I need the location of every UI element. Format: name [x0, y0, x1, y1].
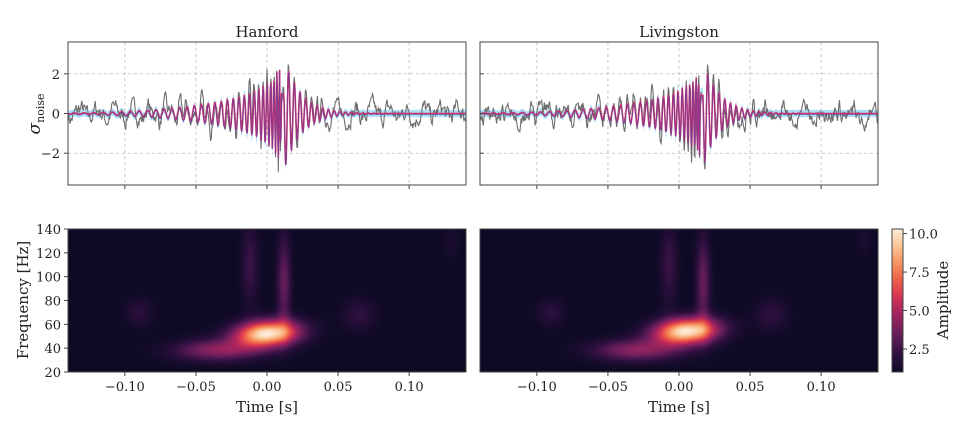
- strain-ylabel-subscript: noise: [34, 94, 47, 123]
- frequency-axis-label: Frequency [Hz]: [14, 241, 32, 360]
- ytick-label: 20: [44, 366, 61, 381]
- colorbar-tick-label: 7.5: [909, 266, 930, 281]
- xtick-label: 0.10: [807, 380, 836, 395]
- strain-ylabel-symbol: σ: [25, 123, 45, 135]
- whitened-data-series: [68, 64, 466, 172]
- xtick-label: −0.10: [517, 380, 557, 395]
- livingston-spectrogram-xticks: −0.10 −0.05 0.00 0.05 0.10: [517, 372, 836, 395]
- livingston-spectrogram-panel: −0.10 −0.05 0.00 0.05 0.10: [479, 228, 879, 395]
- livingston-model-fit-line: [480, 73, 878, 163]
- colorbar-gradient: [891, 228, 904, 373]
- livingston-strain-xticks: [536, 185, 822, 189]
- colorbar-tick-label: 5.0: [909, 304, 930, 319]
- xtick-label: 0.05: [736, 380, 765, 395]
- livingston-spectrogram-image: [480, 229, 878, 372]
- hanford-strain-xticks: [124, 185, 410, 189]
- livingston-time-axis-label: Time [s]: [648, 398, 710, 416]
- xtick-label: −0.05: [176, 380, 216, 395]
- model-fit-series: [68, 69, 466, 165]
- ytick-label: −2: [41, 147, 60, 162]
- xtick-label: −0.10: [105, 380, 145, 395]
- model-fit-secondary-series: [480, 74, 878, 163]
- xtick-label: 0.00: [665, 380, 694, 395]
- ytick-label: 60: [44, 318, 61, 333]
- xtick-label: 0.00: [253, 380, 282, 395]
- hanford-time-axis-label: Time [s]: [236, 398, 298, 416]
- xtick-label: 0.05: [324, 380, 353, 395]
- amplitude-colorbar: 2.5 5.0 7.5 10.0: [891, 228, 938, 373]
- hanford-title: Hanford: [235, 23, 298, 41]
- strain-ylabel: σnoise: [25, 94, 47, 135]
- hanford-spectrogram-panel: 20 40 60 80 100 120 140 −0.10 −0.05 0.00 0.05 0.10: [36, 223, 467, 395]
- hanford-strain-panel: 2 0 −2: [41, 41, 467, 189]
- ytick-label: 140: [36, 223, 61, 238]
- ytick-label: 100: [36, 271, 61, 286]
- model-fit-secondary-series: [68, 70, 466, 166]
- colorbar-label: Amplitude: [934, 261, 952, 341]
- hanford-whitened-data-line: [68, 64, 466, 172]
- ytick-label: 80: [44, 295, 61, 310]
- ytick-label: 0: [52, 108, 60, 123]
- livingston-title: Livingston: [639, 23, 719, 41]
- colorbar-ticks: 2.5 5.0 7.5 10.0: [903, 228, 938, 358]
- hanford-spectrogram-xticks: −0.10 −0.05 0.00 0.05 0.10: [105, 372, 424, 395]
- livingston-strain-yticks: [480, 73, 484, 154]
- xtick-label: −0.05: [588, 380, 628, 395]
- xtick-label: 0.10: [395, 380, 424, 395]
- hanford-model-fit-line: [68, 69, 466, 166]
- ytick-label: 120: [36, 247, 61, 262]
- colorbar-tick-label: 10.0: [909, 228, 938, 243]
- ytick-label: 40: [44, 342, 61, 357]
- svg-text:σnoise: σnoise: [25, 94, 47, 135]
- colorbar-tick-label: 2.5: [909, 343, 930, 358]
- livingston-strain-panel: [479, 41, 879, 189]
- hanford-strain-yticks: 2 0 −2: [41, 68, 68, 162]
- hanford-spectrogram-image: [68, 229, 466, 372]
- hanford-spectrogram-yticks: 20 40 60 80 100 120 140: [36, 223, 68, 381]
- ytick-label: 2: [52, 68, 60, 83]
